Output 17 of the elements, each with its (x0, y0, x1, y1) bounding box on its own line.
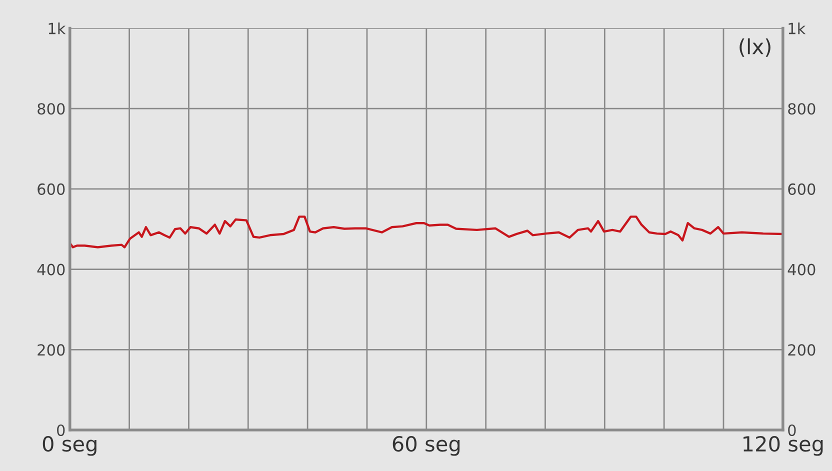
y-tick-label: 600 (38, 183, 65, 195)
y2-tick-label: 200 (788, 344, 816, 356)
y-tick-label: 800 (38, 103, 65, 115)
y2-tick-label: 800 (788, 103, 816, 115)
y2-tick-label: 0 (788, 424, 796, 436)
y2-tick-label: 1k (788, 22, 806, 34)
line-series (70, 216, 783, 248)
x-tick-label: 60 seg (392, 436, 460, 456)
y2-axis-title: (lx) (740, 38, 770, 57)
y2-tick-label: 600 (788, 183, 816, 195)
y-tick-label: 0 (57, 424, 65, 436)
y-tick-label: 200 (38, 344, 65, 356)
y2-tick-label: 400 (788, 264, 816, 276)
y-tick-label: 400 (37, 264, 65, 276)
x-tick-label: 0 seg (42, 436, 96, 456)
y-tick-label: 1k (48, 22, 66, 34)
x-tick-label: 120 seg (744, 436, 823, 456)
